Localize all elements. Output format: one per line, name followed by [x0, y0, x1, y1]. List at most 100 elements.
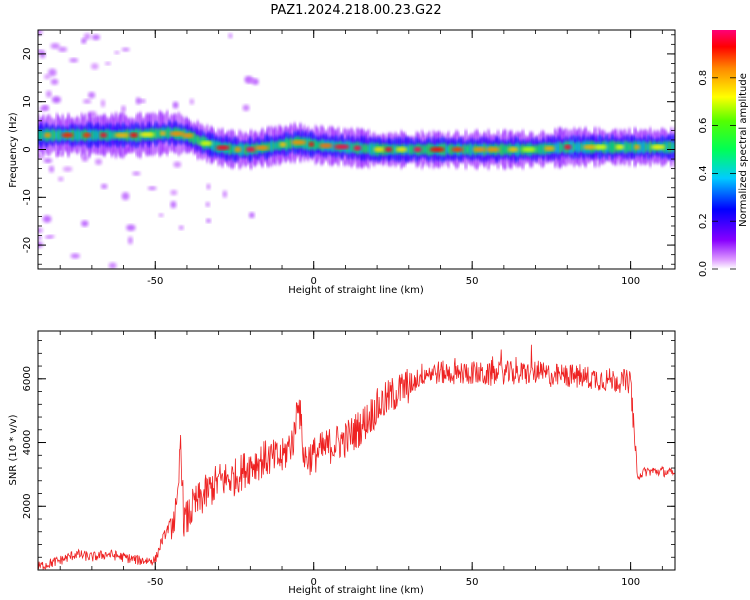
spectrogram-core: [612, 141, 616, 154]
snr-panel: -50 0 50 100 2000 4000 6000 Height of straight…: [8, 330, 676, 596]
spectrogram-peak: [353, 145, 362, 151]
spectrogram-peak: [61, 132, 74, 138]
spectrogram-xtick-label: -50: [147, 276, 163, 287]
spectrogram-panel: -50 0 50 100 -20 -10 0 10 20 Height of straight …: [8, 29, 676, 296]
spectrogram-peak: [129, 132, 139, 138]
spectrogram-core: [624, 141, 627, 154]
spectrogram-core: [607, 142, 610, 152]
spectrogram-peak: [215, 145, 230, 150]
colorbar-tick-label: 0.6: [698, 118, 709, 134]
spectrogram-core: [285, 137, 289, 150]
spectrogram-core: [420, 145, 424, 154]
spectrogram-peak: [234, 147, 242, 152]
colorbar-tick-label: 0.8: [698, 70, 709, 86]
spectrogram-ytick-label: 20: [22, 48, 33, 61]
spectrogram-speckle: [108, 262, 117, 269]
spectrogram-speckle: [121, 192, 130, 201]
spectrogram-core: [314, 140, 317, 150]
spectrogram-speckle: [94, 158, 103, 165]
spectrogram-speckle: [205, 201, 210, 207]
spectrogram-core: [109, 130, 112, 140]
spectrogram-core: [213, 140, 217, 152]
spectrogram-core: [409, 145, 412, 154]
snr-xtick-label: 100: [621, 577, 640, 588]
spectrogram-core: [156, 129, 159, 139]
spectrogram-xtick-label: 0: [311, 276, 317, 287]
spectrogram-peak: [451, 147, 464, 152]
colorbar-tick-label: 0.2: [698, 213, 709, 229]
spectrogram-core: [559, 142, 563, 153]
spectrogram-core: [504, 144, 507, 155]
spectrogram-core: [192, 132, 196, 145]
spectrogram-speckle: [249, 212, 255, 219]
spectrogram-core: [52, 129, 55, 142]
spectrogram-core: [394, 145, 397, 154]
snr-ylabel: SNR (10 * v/v): [8, 414, 19, 485]
spectrogram-core: [536, 145, 540, 154]
spectrogram-peak: [472, 147, 487, 152]
spectrogram-core: [363, 143, 367, 154]
spectrogram-core: [424, 145, 428, 154]
spectrogram-core: [367, 144, 371, 154]
spectrogram-core: [449, 144, 452, 155]
spectrogram-speckle: [39, 106, 49, 112]
spectrogram-peak: [543, 146, 555, 151]
spectrogram-core: [198, 136, 201, 145]
spectrogram-speckle: [135, 97, 141, 105]
spectrogram-speckle: [170, 200, 177, 209]
spectrogram-speckle: [206, 183, 211, 190]
spectrogram-core: [464, 144, 468, 155]
spectrogram-core: [369, 142, 372, 156]
spectrogram-core: [107, 130, 110, 141]
spectrogram-core: [668, 141, 671, 154]
spectrogram-core: [289, 137, 293, 150]
spectrogram-core: [158, 128, 161, 139]
spectrogram-speckle: [132, 171, 141, 176]
spectrogram-ticks: -50 0 50 100 -20 -10 0 10 20: [22, 30, 675, 287]
snr-xtick-label: 50: [466, 577, 479, 588]
spectrogram-core: [671, 141, 675, 153]
spectrogram-xtick-label: 50: [466, 276, 479, 287]
spectrogram-speckle: [172, 101, 179, 109]
colorbar-tick-label: 0.0: [698, 261, 709, 277]
spectrogram-speckle: [170, 189, 178, 196]
spectrogram-speckle: [38, 49, 44, 53]
spectrogram-core: [371, 143, 374, 156]
spectrogram-speckle: [83, 33, 91, 40]
spectrogram-core: [609, 141, 612, 154]
spectrogram-speckle: [91, 34, 101, 41]
spectrogram-core: [447, 145, 450, 154]
spectrogram-speckle: [69, 57, 79, 63]
spectrogram-core: [276, 141, 279, 150]
spectrogram-core: [669, 142, 673, 153]
spectrogram-speckle: [38, 30, 43, 36]
spectrogram-peak: [507, 147, 519, 152]
spectrogram-core: [270, 140, 274, 153]
spectrogram-core: [470, 143, 473, 156]
spectrogram-speckle: [127, 236, 133, 245]
spectrogram-peak: [319, 143, 333, 148]
spectrogram-peak: [114, 132, 130, 138]
spectrogram-speckle: [50, 78, 59, 85]
spectrogram-core: [641, 141, 644, 153]
spectrogram-core: [304, 138, 308, 150]
snr-xtick-label: 0: [311, 577, 317, 588]
spectrogram-core: [112, 130, 116, 140]
chart-title: PAZ1.2024.218.00.23.G22: [270, 3, 441, 18]
spectrogram-core: [168, 127, 171, 139]
spectrogram-core: [59, 129, 63, 141]
spectrogram-core: [154, 128, 158, 140]
spectrogram-core: [626, 141, 629, 153]
spectrogram-xlabel: Height of straight line (km): [288, 285, 424, 296]
spectrogram-core: [350, 143, 353, 152]
spectrogram-speckle: [58, 46, 68, 52]
spectrogram-peak: [333, 144, 350, 150]
spectrogram-peak: [82, 132, 92, 138]
spectrogram-peak: [650, 144, 666, 150]
spectrogram-core: [666, 141, 669, 153]
spectrogram-core: [407, 144, 410, 155]
spectrogram-peak: [254, 145, 269, 150]
spectrogram-ytick-label: 10: [22, 95, 33, 108]
spectrogram-speckle: [246, 78, 256, 84]
